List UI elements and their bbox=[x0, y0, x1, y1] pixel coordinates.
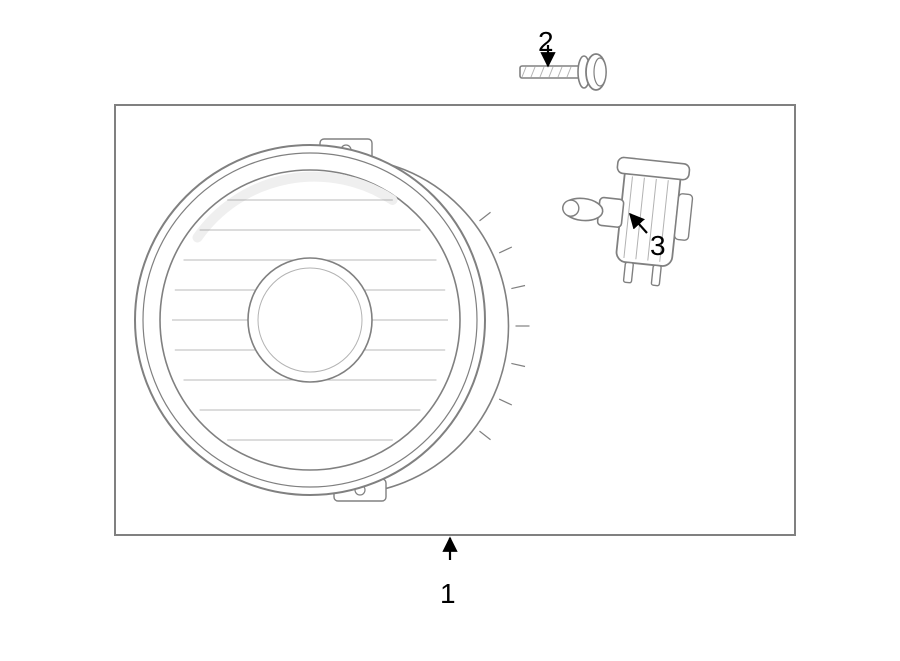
callout-label-3: 3 bbox=[650, 232, 666, 260]
callout-label-1: 1 bbox=[440, 580, 456, 608]
diagram-svg bbox=[0, 0, 900, 661]
diagram-stage: 1 2 3 bbox=[0, 0, 900, 661]
mounting-bolt bbox=[520, 54, 606, 90]
callout-label-2: 2 bbox=[538, 28, 554, 56]
fog-lamp bbox=[135, 139, 530, 501]
bulb-socket bbox=[561, 157, 696, 288]
